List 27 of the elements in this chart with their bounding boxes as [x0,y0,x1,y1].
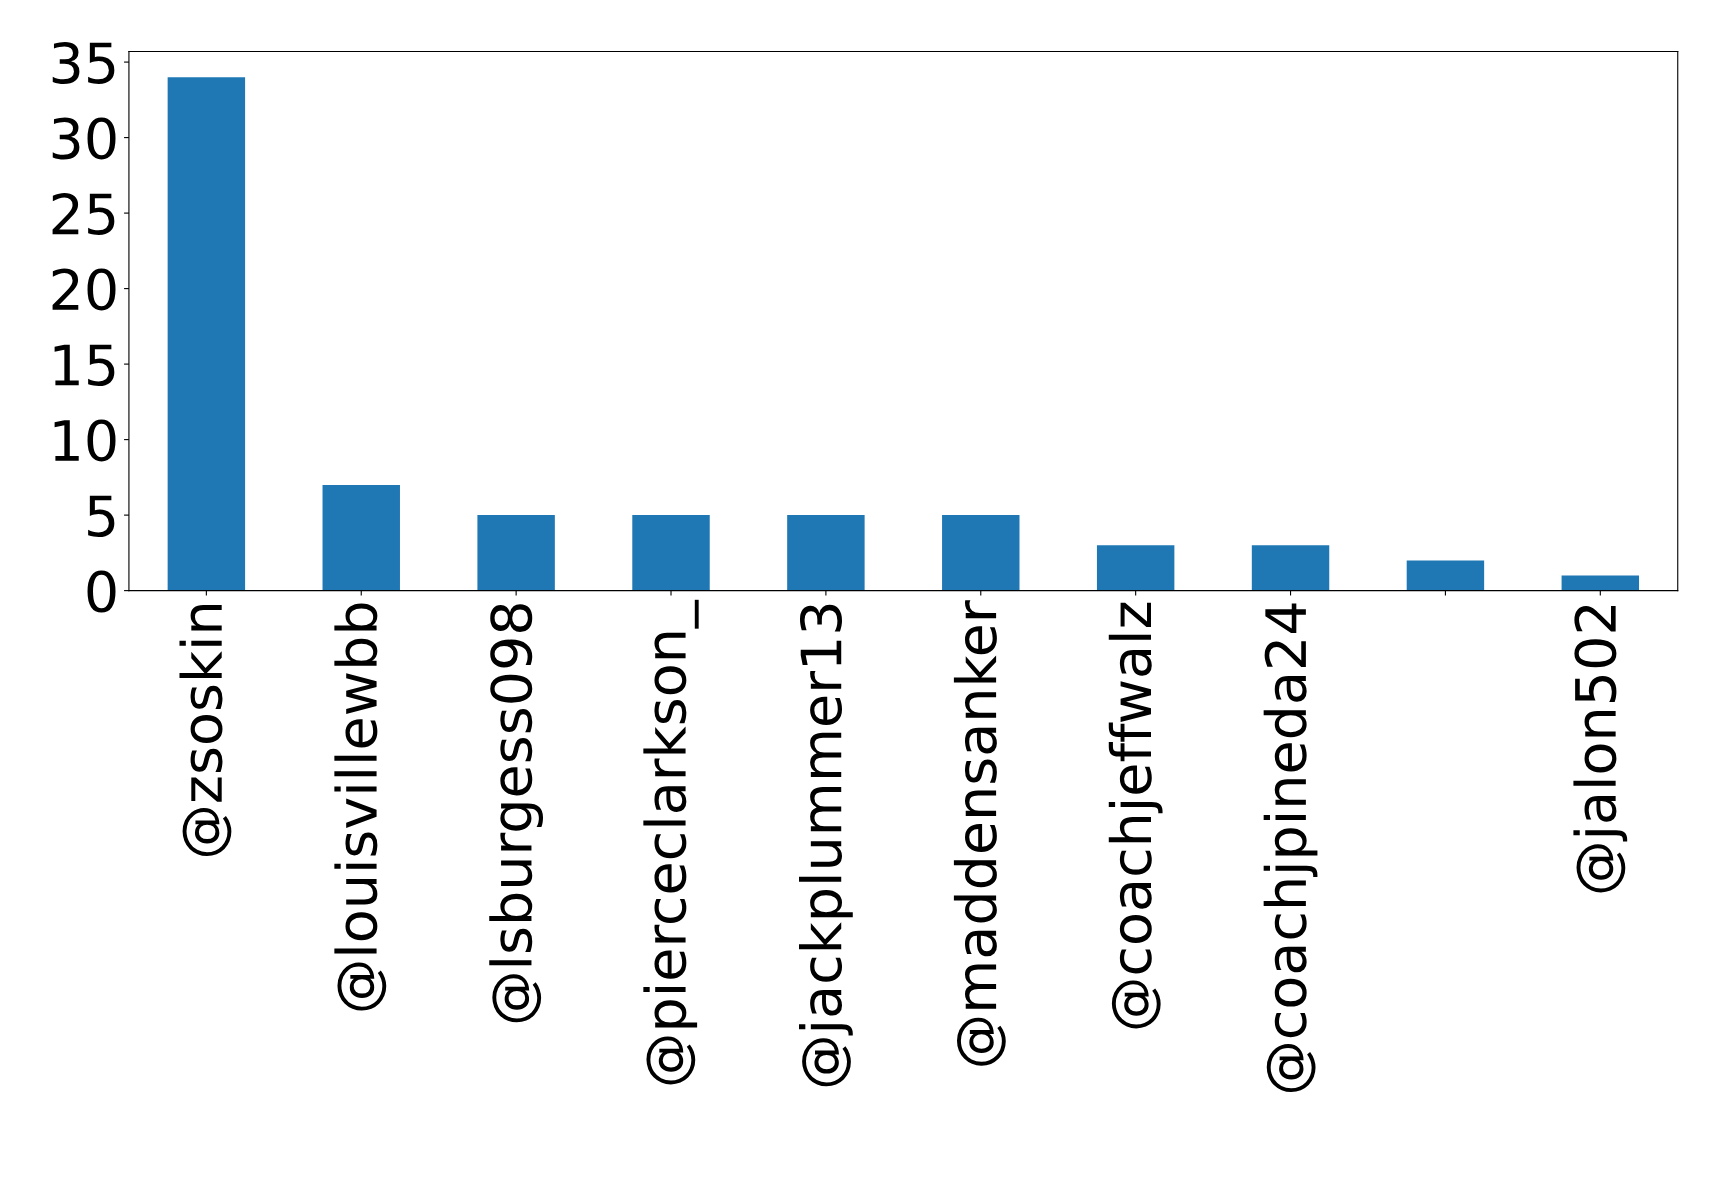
bar [1406,560,1485,591]
y-tick-label: 20 [52,268,116,311]
bar [1096,545,1175,591]
y-tick-label: 0 [87,570,116,613]
x-tick-label: @coachjeffwalz [1108,602,1163,1029]
x-tick-label: @zsoskin [179,605,232,857]
bar [167,77,246,591]
x-tick-label: @lsburgess098 [489,604,544,1023]
bar [787,515,865,591]
bar [322,484,400,591]
x-tick-label: @louisvillewbb [334,603,387,1011]
bar [942,515,1020,591]
y-tick-label: 15 [54,344,115,386]
bar [477,515,555,591]
x-tick-label: @jackplummer13 [799,604,853,1087]
bar [632,515,710,591]
x-tick-label: @pierceclarkson_ [643,599,699,1085]
y-tick-label: 30 [52,117,116,160]
y-tick-label: 5 [88,495,115,538]
y-tick-label: 10 [54,419,116,462]
y-tick-label: 35 [52,41,115,84]
x-tick-label: @jalon502 [1573,605,1628,893]
bar [1561,575,1640,591]
x-tick-label: @maddensanker [953,600,1006,1066]
x-tick-label: @coachjpineda24 [1263,603,1318,1093]
y-tick-label: 25 [52,192,115,235]
bar [1251,545,1330,591]
